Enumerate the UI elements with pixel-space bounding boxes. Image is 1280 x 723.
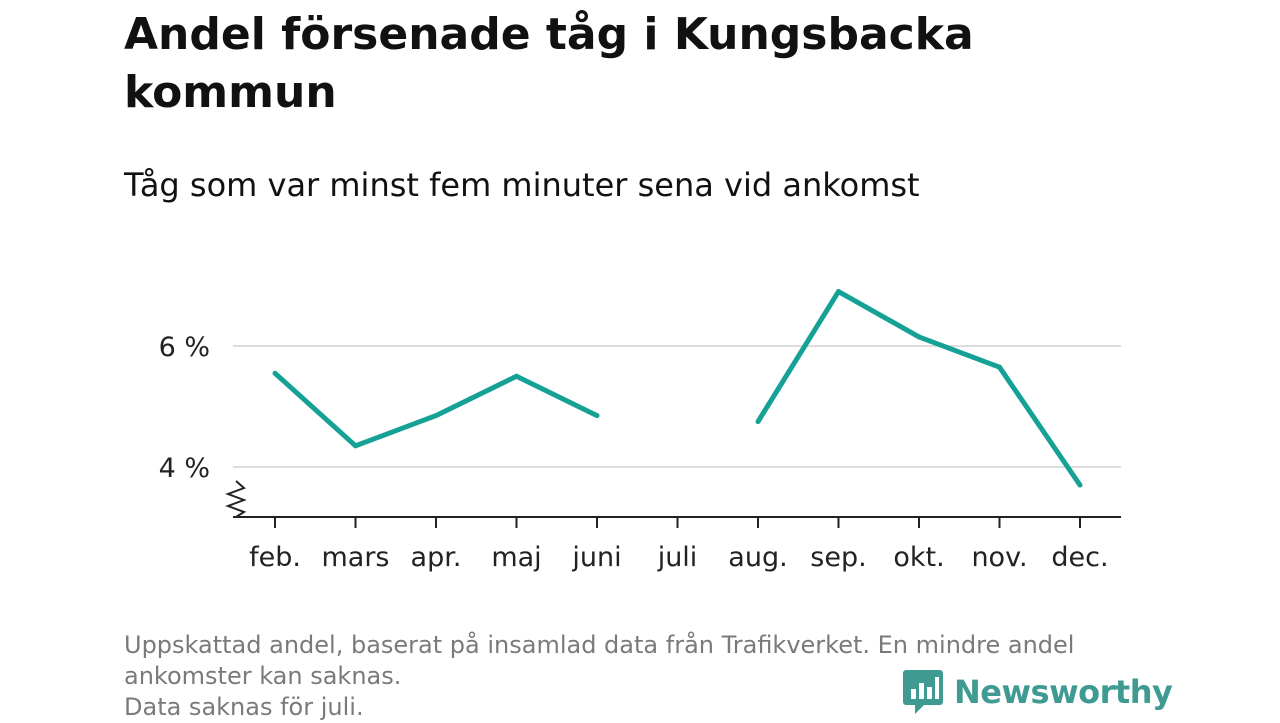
x-tick-label: juni bbox=[571, 542, 621, 573]
data-point bbox=[1077, 482, 1083, 488]
newsworthy-logo-icon bbox=[903, 670, 943, 714]
data-point bbox=[353, 443, 358, 449]
gridlines bbox=[233, 345, 1121, 468]
series-line-segment bbox=[755, 289, 1083, 487]
data-point bbox=[272, 370, 278, 376]
footnote-source: Uppskattad andel, baserat på insamlad da… bbox=[124, 631, 1075, 690]
data-point bbox=[594, 413, 600, 419]
data-point bbox=[514, 373, 519, 379]
y-axis: 4 % 6 % bbox=[159, 332, 210, 484]
x-axis: feb. mars apr. maj juni juli aug. sep. okt. nov. d… bbox=[233, 516, 1121, 573]
newsworthy-logo-text: Newsworthy bbox=[954, 673, 1173, 711]
x-tick-label: feb. bbox=[249, 542, 301, 573]
x-tick-label: okt. bbox=[893, 542, 944, 573]
data-point bbox=[755, 419, 761, 425]
chart-subtitle: Tåg som var minst fem minuter sena vid a… bbox=[124, 166, 920, 204]
x-tick-label: sep. bbox=[810, 542, 866, 573]
x-tick-label: mars bbox=[321, 542, 389, 573]
chart-title: Andel försenade tåg i Kungsbacka kommun bbox=[124, 9, 974, 118]
x-tick-label: apr. bbox=[411, 542, 462, 573]
x-tick-label: aug. bbox=[728, 542, 787, 573]
series-line-segment bbox=[273, 371, 599, 449]
y-axis-break-icon bbox=[225, 480, 247, 518]
data-point bbox=[836, 289, 841, 295]
data-points bbox=[272, 289, 1083, 488]
footnote-missing-data: Data saknas för juli. bbox=[124, 693, 364, 721]
series-lines bbox=[273, 289, 1083, 487]
y-tick-label: 6 % bbox=[159, 332, 210, 363]
x-tick-label: juli bbox=[657, 542, 698, 573]
line-chart: 4 % 6 % feb. mars apr. maj juni juli aug. sep. ok… bbox=[159, 289, 1121, 573]
x-tick-label: nov. bbox=[971, 542, 1027, 573]
data-point bbox=[916, 334, 922, 340]
y-tick-label: 4 % bbox=[159, 453, 210, 484]
newsworthy-logo: Newsworthy bbox=[902, 668, 1173, 716]
data-point bbox=[433, 413, 439, 419]
x-tick-label: dec. bbox=[1051, 542, 1108, 573]
data-point bbox=[997, 364, 1002, 370]
x-tick-label: maj bbox=[491, 542, 541, 573]
